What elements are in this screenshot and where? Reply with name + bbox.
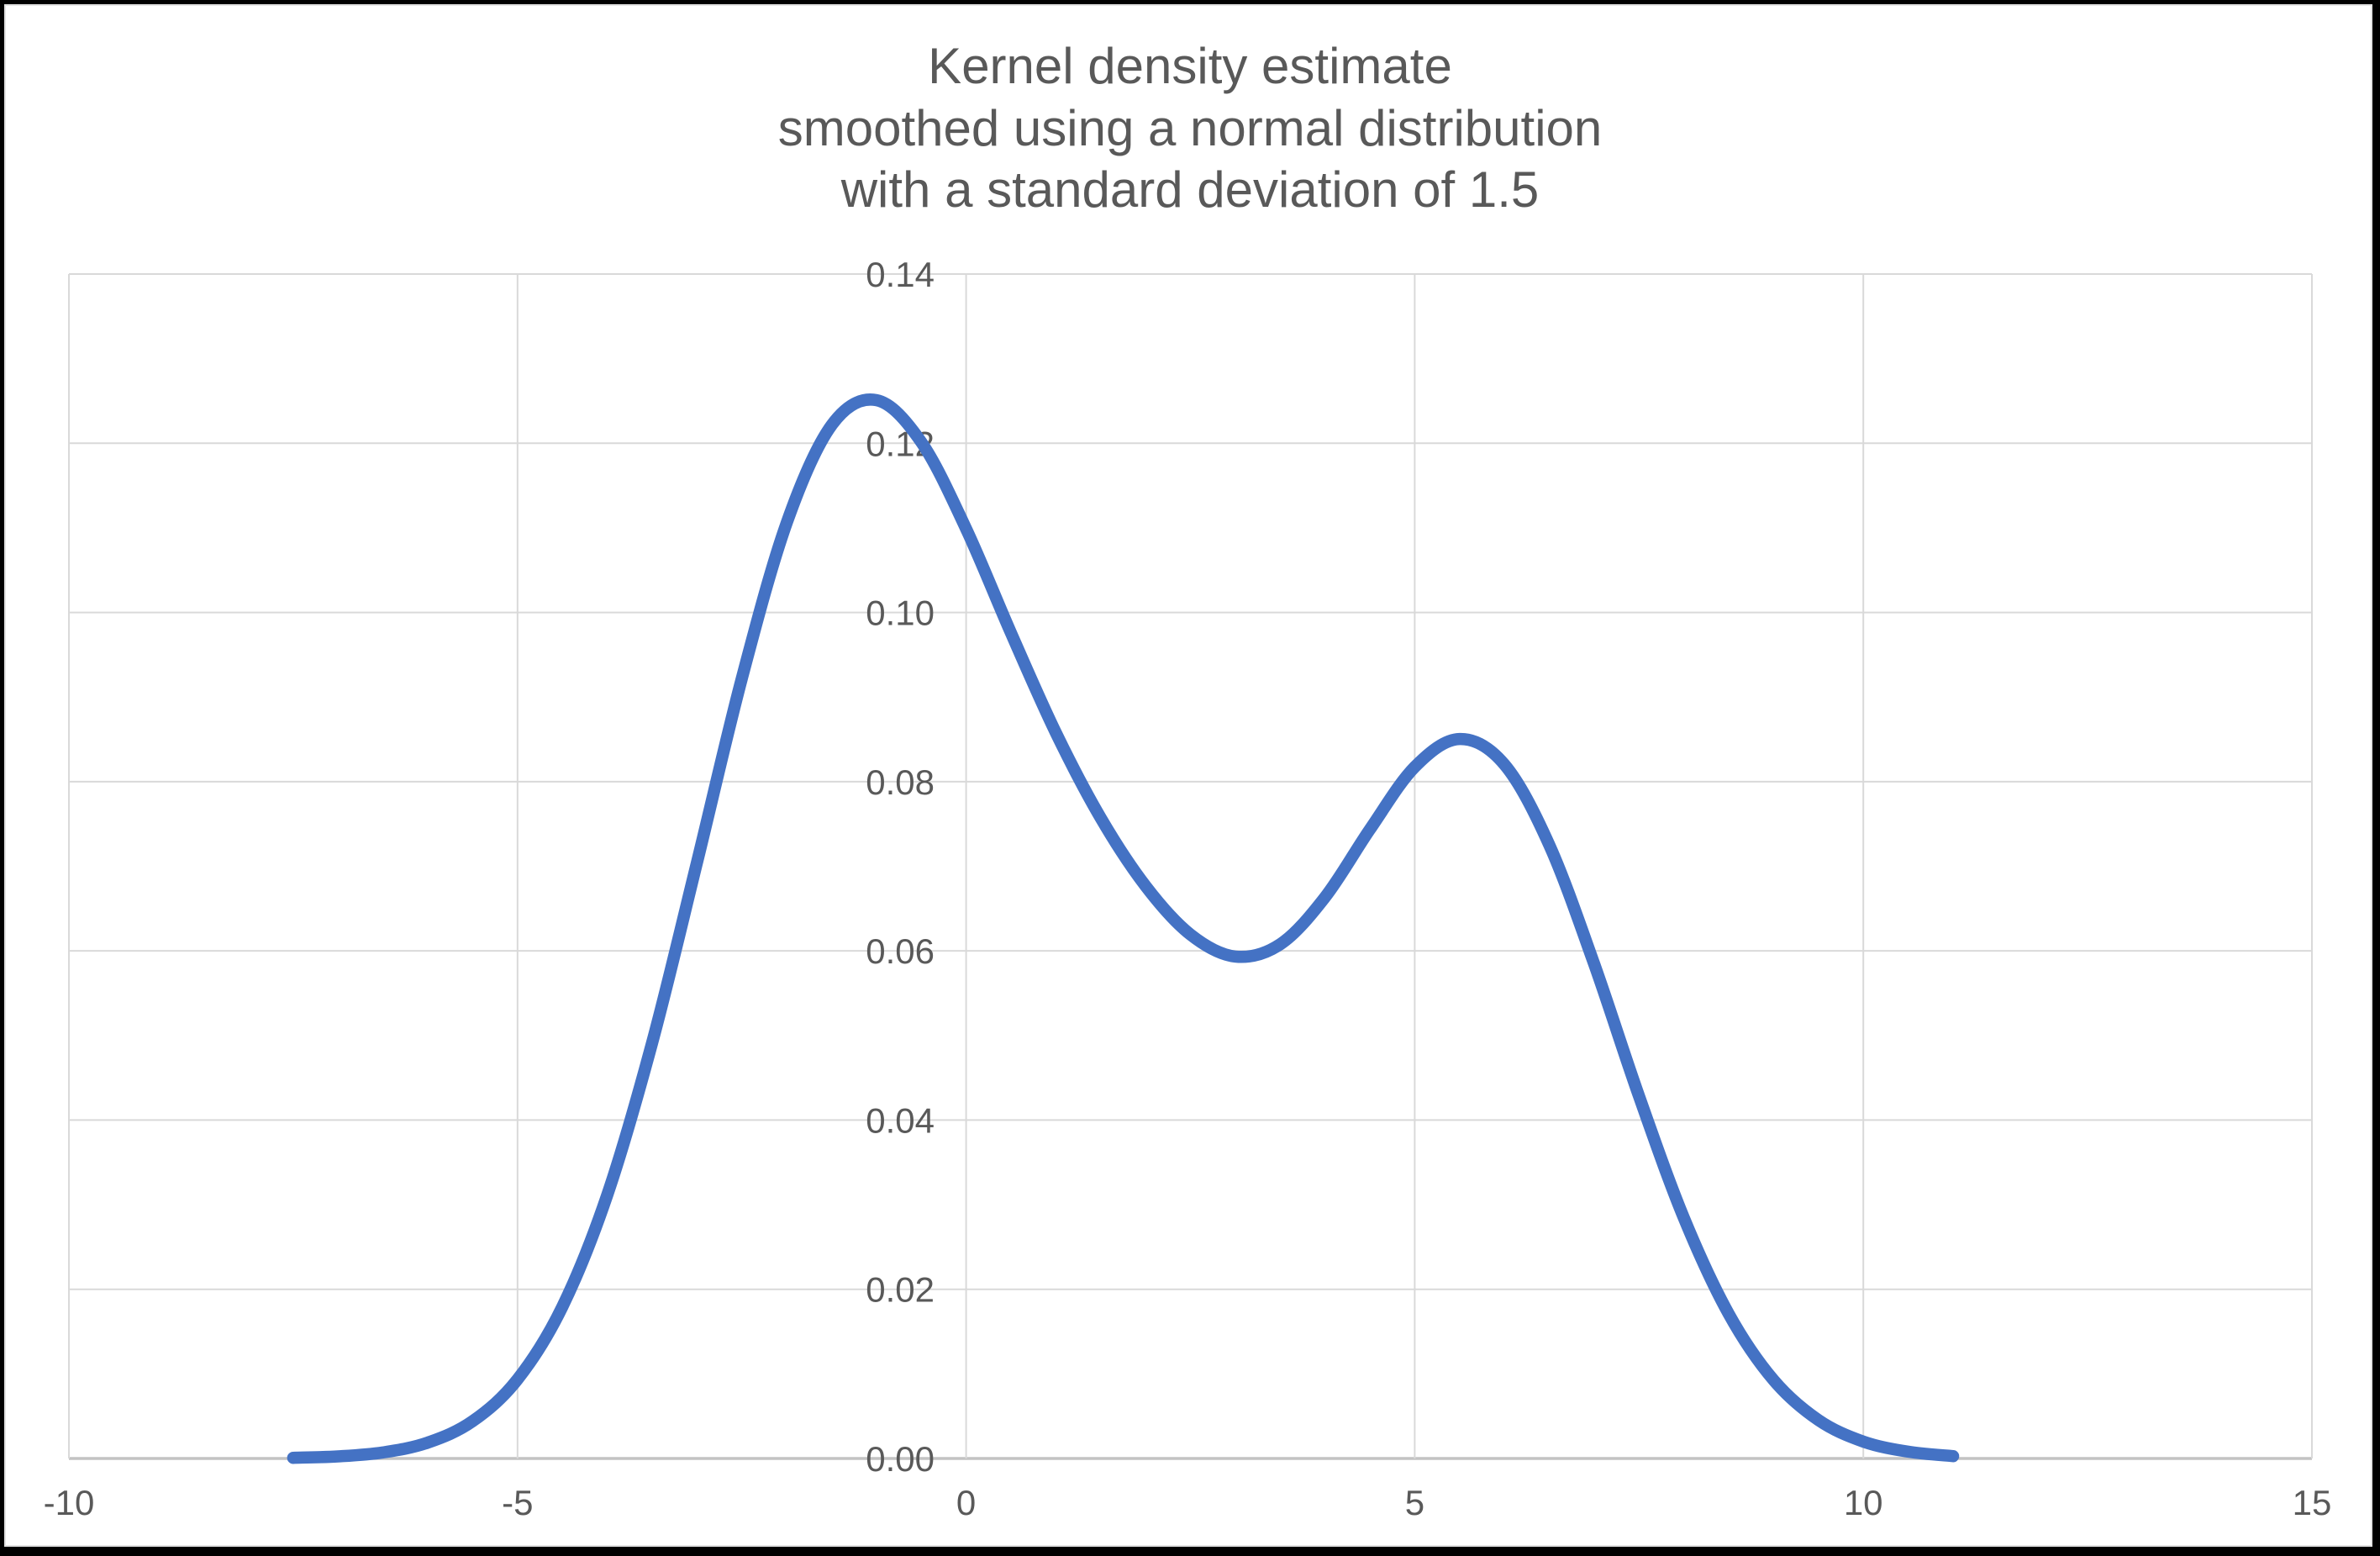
y-tick-label: 0.06 bbox=[866, 931, 935, 971]
x-tick-label: 15 bbox=[2293, 1483, 2332, 1522]
y-tick-label: 0.14 bbox=[866, 255, 935, 294]
x-tick-label: -5 bbox=[502, 1483, 533, 1522]
chart-title-line-3: with a standard deviation of 1.5 bbox=[840, 161, 1540, 218]
x-tick-label: 0 bbox=[956, 1483, 976, 1522]
gridlines bbox=[68, 273, 2313, 1460]
chart-title-line-1: Kernel density estimate bbox=[928, 38, 1452, 94]
y-tick-label: 0.08 bbox=[866, 762, 935, 802]
y-tick-label: 0.02 bbox=[866, 1270, 935, 1310]
axis-tick-labels: 0.000.020.040.060.080.100.120.14-10 -5 0 5 1… bbox=[44, 255, 2332, 1522]
kde-density-curve bbox=[287, 393, 1960, 1464]
chart-title-line-2: smoothed using a normal distribution bbox=[778, 100, 1603, 156]
y-tick-label: 0.04 bbox=[866, 1100, 935, 1140]
x-tick-label: 10 bbox=[1844, 1483, 1883, 1522]
x-tick-label: -10 bbox=[44, 1483, 95, 1522]
x-tick-label: 5 bbox=[1405, 1483, 1424, 1522]
y-tick-label: 0.10 bbox=[866, 593, 935, 633]
chart-title: Kernel density estimate smoothed using a… bbox=[778, 38, 1603, 218]
y-tick-label: 0.00 bbox=[866, 1439, 935, 1479]
